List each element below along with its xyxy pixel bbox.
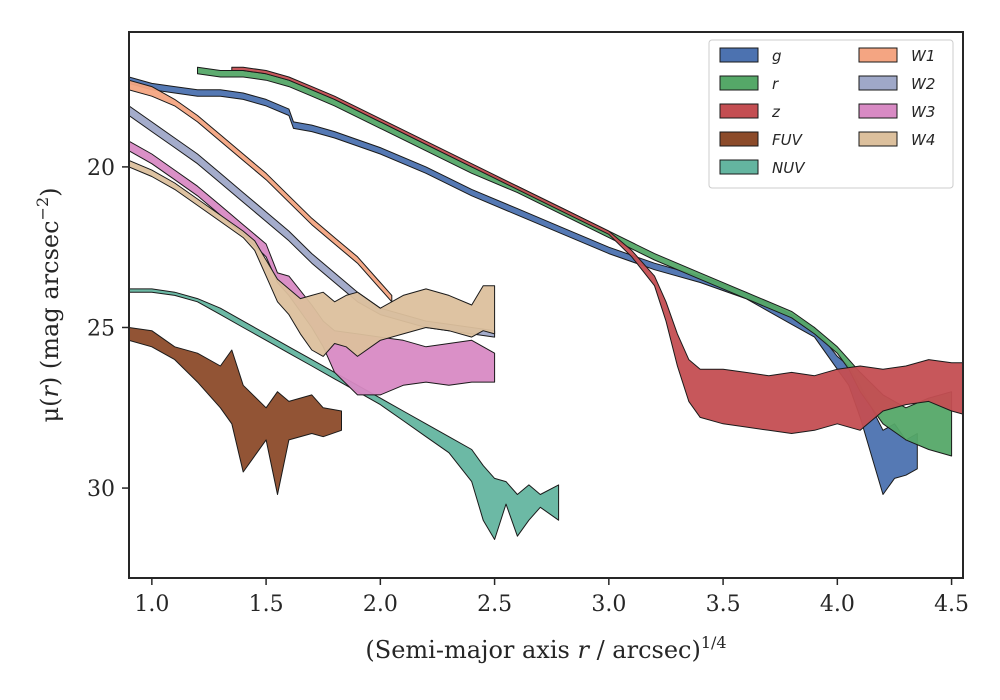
x-tick-label: 2.5 [477, 592, 512, 617]
legend-swatch-w1 [858, 47, 898, 63]
legend-swatch-z [719, 103, 759, 119]
series-layer [129, 66, 963, 540]
series-band-g [129, 76, 918, 495]
legend-label-nuv: NUV [772, 159, 806, 177]
x-tick-label: 1.0 [134, 592, 169, 617]
series-band-z [231, 66, 963, 434]
y-axis-label: μ(r) (mag arcsec−2) [33, 187, 64, 422]
x-tick-label: 4.0 [820, 592, 855, 617]
legend-label-g: g [772, 47, 782, 65]
x-axis: 1.0 1.5 2.0 2.5 3.0 3.5 4.0 4.5 [134, 578, 969, 617]
legend-swatch-w4 [858, 131, 898, 147]
x-tick-label: 3.0 [591, 592, 626, 617]
plot-frame [128, 31, 964, 579]
series-band-nuv [129, 288, 560, 540]
legend-label-w1: W1 [911, 47, 935, 65]
legend-swatch-w2 [858, 75, 898, 91]
legend-label-w4: W4 [911, 131, 935, 149]
x-tick-label: 4.5 [934, 592, 969, 617]
y-tick-label: 20 [87, 156, 115, 181]
series-band-w2 [129, 105, 496, 338]
y-tick-label: 30 [87, 477, 115, 502]
legend-swatch-nuv [719, 159, 759, 175]
x-axis-label: (Semi-major axis r / arcsec)1/4 [365, 633, 726, 664]
legend-swatch-w3 [858, 103, 898, 119]
x-tick-label: 1.5 [249, 592, 284, 617]
series-band-w4 [129, 160, 496, 357]
legend-swatch-fuv [719, 131, 759, 147]
legend-label-z: z [771, 103, 781, 121]
legend-swatch-g [719, 47, 759, 63]
legend-label-r: r [772, 75, 779, 93]
x-tick-label: 3.5 [706, 592, 741, 617]
legend-label-w2: W2 [911, 75, 935, 93]
y-axis: 20 25 30 [87, 156, 129, 502]
y-tick-label: 25 [87, 316, 115, 341]
legend-label-fuv: FUV [772, 131, 804, 149]
series-band-fuv [129, 327, 342, 495]
x-tick-label: 2.0 [363, 592, 398, 617]
legend-label-w3: W3 [911, 103, 935, 121]
legend: grz FUV NUV W1 W2 W3 W4 [708, 39, 954, 189]
legend-swatch-r [719, 75, 759, 91]
